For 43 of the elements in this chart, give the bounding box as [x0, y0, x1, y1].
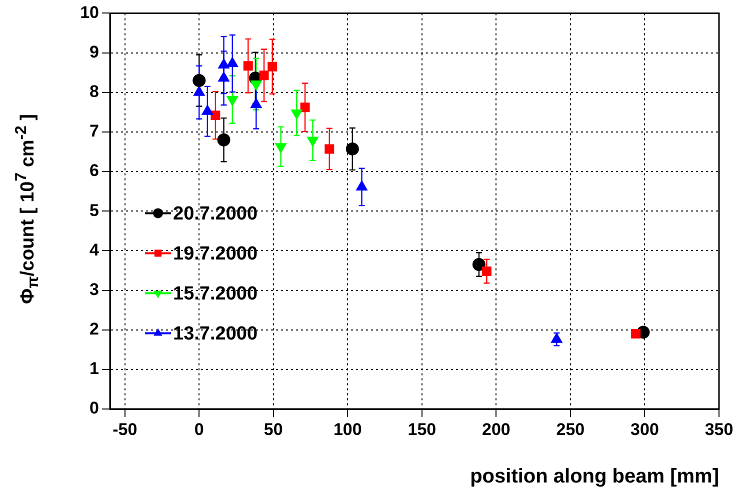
point: [631, 329, 641, 339]
x-tick-label: 100: [333, 420, 362, 439]
point: [226, 96, 238, 106]
y-tick-label: 2: [90, 320, 99, 339]
point: [324, 144, 334, 154]
y-tick-label: 3: [90, 280, 99, 299]
point: [218, 58, 230, 69]
x-tick-label: 50: [264, 420, 283, 439]
x-tick-label: 250: [556, 420, 585, 439]
y-tick-label: 4: [90, 240, 100, 260]
y-tick-label: 9: [90, 42, 99, 62]
point: [192, 74, 206, 87]
point: [210, 110, 220, 120]
point: [250, 98, 262, 108]
x-tick-label: 300: [630, 420, 659, 439]
point: [259, 70, 269, 80]
y-tick-label: 10: [80, 2, 99, 22]
point: [472, 258, 486, 272]
y-tick-label: 1: [90, 359, 99, 378]
x-tick-label: 0: [194, 420, 204, 439]
x-tick-label: 350: [704, 420, 734, 439]
point: [307, 136, 318, 147]
point: [218, 72, 230, 82]
y-tick-label: 5: [90, 200, 99, 220]
point: [291, 109, 302, 120]
x-tick-label: 150: [408, 420, 436, 439]
x-tick-label: 200: [482, 420, 510, 439]
point: [268, 62, 278, 72]
legend-label: 19.7.2000: [173, 243, 258, 264]
point: [243, 61, 253, 71]
x-tick-label: -50: [112, 420, 138, 439]
x-axis-title: position along beam [mm]: [470, 466, 719, 488]
point: [482, 266, 492, 276]
legend-label: 13.7.2000: [173, 323, 258, 344]
point: [300, 102, 310, 112]
point: [217, 133, 230, 146]
point: [346, 142, 359, 156]
legend-label: 20.7.2000: [173, 203, 258, 224]
legend-label: 15.7.2000: [173, 283, 258, 304]
y-tick-label: 7: [90, 122, 99, 141]
y-tick-label: 6: [90, 161, 99, 180]
y-tick-label: 0: [90, 398, 99, 418]
y-tick-label: 8: [90, 82, 99, 102]
